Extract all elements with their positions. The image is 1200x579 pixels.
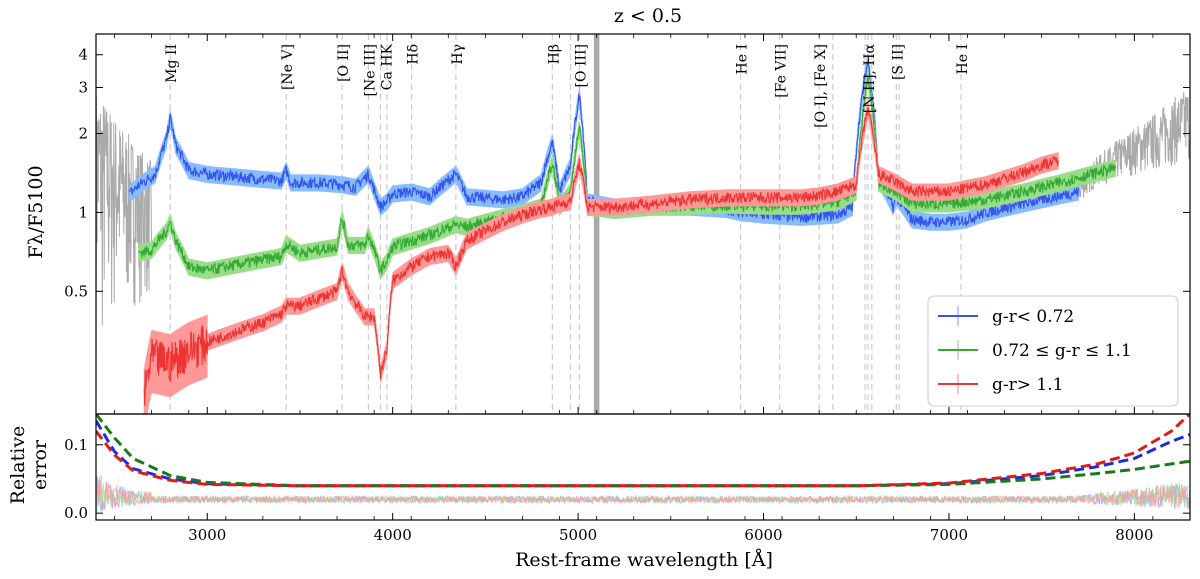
top-panel: Mg II [Ne V] [O II] [Ne III] Ca HK Hδ Hγ Hβ [O I… — [64, 33, 1191, 415]
bot-xtick-label-3: 6000 — [744, 526, 782, 544]
top-ytick-label-0: 0.5 — [64, 282, 88, 300]
bot-xtick-label-4: 7000 — [930, 526, 968, 544]
y-axis-label-bottom-line2: error — [29, 439, 51, 490]
emission-label-7: Hβ — [546, 44, 562, 64]
emission-label-6: Hγ — [450, 44, 466, 65]
emission-label-1: [Ne V] — [280, 44, 296, 90]
emission-label-10: [Fe VII] — [774, 44, 790, 98]
emission-label-14: He I — [955, 44, 971, 74]
gray-right-noise — [1069, 91, 1190, 200]
bottom-panel: 0.0 0.1 3000 4000 5000 6000 7000 8000 — [64, 413, 1191, 544]
series-2 — [143, 100, 1059, 414]
bot-xtick-label-1: 4000 — [374, 526, 412, 544]
legend-item-green: 0.72 ≤ g-r ≤ 1.1 — [938, 340, 1132, 361]
gray-left-noise — [96, 95, 153, 408]
emission-label-9: He I — [735, 44, 751, 74]
legend-item-red: g-r> 1.1 — [938, 374, 1063, 395]
emission-label-3: [Ne III] — [362, 44, 378, 97]
emission-label-12: [N II], Hα — [862, 43, 878, 113]
legend-label-blue: g-r< 0.72 — [992, 307, 1074, 327]
series-line-2 — [143, 107, 1059, 407]
bot-xtick-label-5: 8000 — [1115, 526, 1153, 544]
gray-composite-series — [96, 91, 1190, 408]
bot-xtick-label-0: 3000 — [188, 526, 226, 544]
legend: g-r< 0.72 0.72 ≤ g-r ≤ 1.1 g-r> 1.1 — [927, 295, 1179, 407]
error-curve-1 — [96, 414, 1190, 488]
bot-ytick-label-1: 0.1 — [64, 436, 88, 454]
bottom-noise-2 — [96, 475, 1190, 511]
emission-label-13: [S II] — [890, 44, 906, 80]
bottom-noise — [96, 414, 1190, 513]
x-axis-label: Rest-frame wavelength [Å] — [515, 549, 773, 571]
top-ytick-label-2: 2 — [78, 125, 88, 143]
y-axis-label-top: Fλ/F5100 — [25, 165, 47, 258]
chart-title: z < 0.5 — [614, 5, 682, 27]
top-ytick-label-4: 4 — [78, 46, 88, 64]
top-ytick-label-3: 3 — [78, 78, 88, 96]
legend-box — [927, 295, 1179, 407]
emission-label-11: [O I], [Fe X] — [813, 44, 829, 128]
legend-label-green: 0.72 ≤ g-r ≤ 1.1 — [992, 341, 1132, 361]
emission-label-5: Hδ — [406, 44, 422, 65]
emission-label-0: Mg II — [164, 44, 180, 83]
emission-label-2: [O II] — [336, 44, 352, 82]
legend-item-blue: g-r< 0.72 — [938, 306, 1074, 327]
y-axis-label-bottom-line1: Relative — [7, 426, 29, 505]
bot-xtick-label-2: 5000 — [559, 526, 597, 544]
error-curve-2 — [96, 414, 1190, 488]
bottom-noise-0 — [96, 474, 1190, 512]
emission-label-4: Ca HK — [379, 43, 395, 90]
legend-label-red: g-r> 1.1 — [992, 375, 1063, 395]
bottom-panel-frame — [95, 413, 1191, 521]
emission-label-8: [O III] — [573, 44, 589, 87]
top-ytick-label-1: 1 — [78, 203, 88, 221]
bot-ytick-label-0: 0.0 — [64, 504, 88, 522]
shaded-band — [593, 34, 600, 414]
